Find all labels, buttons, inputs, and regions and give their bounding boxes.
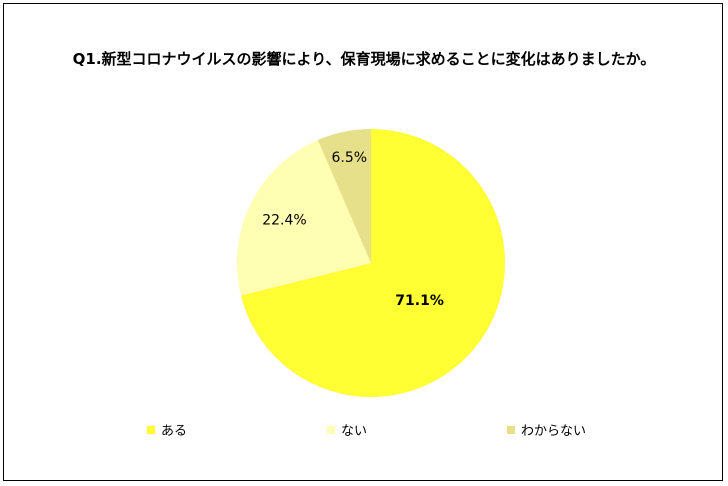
- pie-data-labels: 71.1% 22.4% 6.5%: [262, 150, 444, 309]
- legend: ある ない わからない: [4, 420, 724, 440]
- legend-item-wakaranai: わからない: [507, 420, 586, 439]
- legend-label-nai: ない: [341, 424, 368, 439]
- chart-frame: Q1.新型コロナウイルスの影響により、保育現場に求めることに変化はありましたか。…: [3, 3, 723, 481]
- data-label-wakaranai: 6.5%: [331, 150, 367, 166]
- pie-chart: 71.1% 22.4% 6.5%: [236, 129, 505, 397]
- legend-item-nai: ない: [327, 420, 367, 439]
- pie-slices: [236, 129, 505, 397]
- legend-label-aru: ある: [161, 424, 188, 439]
- legend-label-wakaranai: わからない: [521, 424, 587, 439]
- data-label-aru: 71.1%: [395, 293, 444, 309]
- legend-item-aru: ある: [147, 420, 187, 439]
- legend-swatch-aru: [147, 425, 155, 434]
- chart-title: Q1.新型コロナウイルスの影響により、保育現場に求めることに変化はありましたか。: [72, 50, 656, 68]
- data-label-nai: 22.4%: [262, 212, 306, 228]
- pie-slice-nai: [236, 140, 371, 296]
- legend-swatch-wakaranai: [507, 425, 515, 434]
- pie-slice-aru: [241, 129, 505, 397]
- pie-slice-wakaranai: [317, 129, 371, 263]
- legend-swatch-nai: [327, 425, 335, 434]
